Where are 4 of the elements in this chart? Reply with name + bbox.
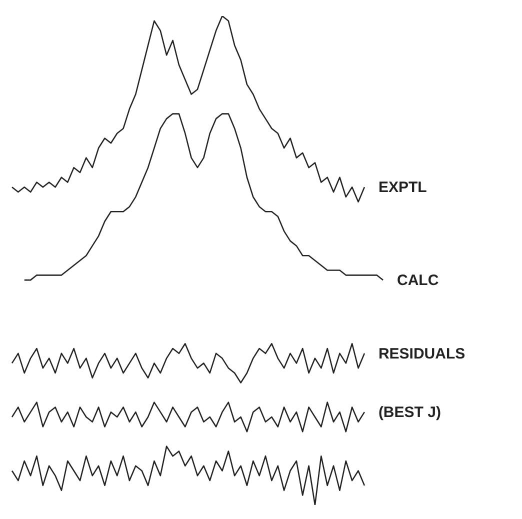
series-label: EXPTL xyxy=(378,179,427,196)
series-label: CALC xyxy=(397,272,439,290)
series-label: (BEST J) xyxy=(378,404,441,422)
series-label: RESIDUALS xyxy=(378,345,466,362)
